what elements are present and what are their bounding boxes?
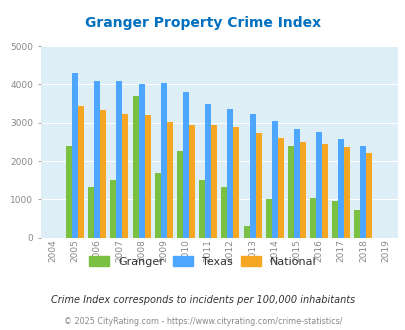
Bar [177, 151, 183, 238]
Bar [293, 129, 299, 238]
Bar [249, 114, 255, 238]
Bar [78, 106, 84, 238]
Text: © 2025 CityRating.com - https://www.cityrating.com/crime-statistics/: © 2025 CityRating.com - https://www.city… [64, 317, 341, 326]
Bar [199, 180, 205, 238]
Bar [299, 142, 305, 238]
Bar [255, 133, 261, 238]
Bar [321, 144, 327, 238]
Bar [221, 187, 227, 238]
Bar [227, 109, 233, 238]
Bar [243, 226, 249, 238]
Bar [277, 138, 283, 238]
Bar [100, 110, 106, 238]
Bar [154, 173, 160, 238]
Bar [265, 199, 271, 238]
Bar [138, 84, 144, 238]
Bar [315, 132, 321, 238]
Bar [94, 82, 100, 238]
Bar [287, 146, 293, 238]
Legend: Granger, Texas, National: Granger, Texas, National [85, 252, 320, 270]
Bar [132, 96, 138, 238]
Bar [144, 115, 150, 238]
Bar [166, 122, 172, 238]
Bar [271, 121, 277, 238]
Bar [122, 114, 128, 238]
Bar [88, 187, 94, 238]
Bar [309, 198, 315, 238]
Text: Granger Property Crime Index: Granger Property Crime Index [85, 16, 320, 30]
Bar [337, 139, 343, 238]
Bar [160, 83, 166, 238]
Bar [366, 153, 371, 238]
Bar [360, 147, 366, 238]
Bar [211, 125, 217, 238]
Bar [205, 104, 211, 238]
Bar [72, 73, 78, 238]
Bar [116, 81, 122, 238]
Bar [354, 210, 360, 238]
Bar [343, 147, 350, 238]
Text: Crime Index corresponds to incidents per 100,000 inhabitants: Crime Index corresponds to incidents per… [51, 295, 354, 305]
Bar [233, 127, 239, 238]
Bar [110, 180, 116, 238]
Bar [188, 125, 194, 238]
Bar [66, 147, 72, 238]
Bar [183, 92, 188, 238]
Bar [331, 201, 337, 238]
